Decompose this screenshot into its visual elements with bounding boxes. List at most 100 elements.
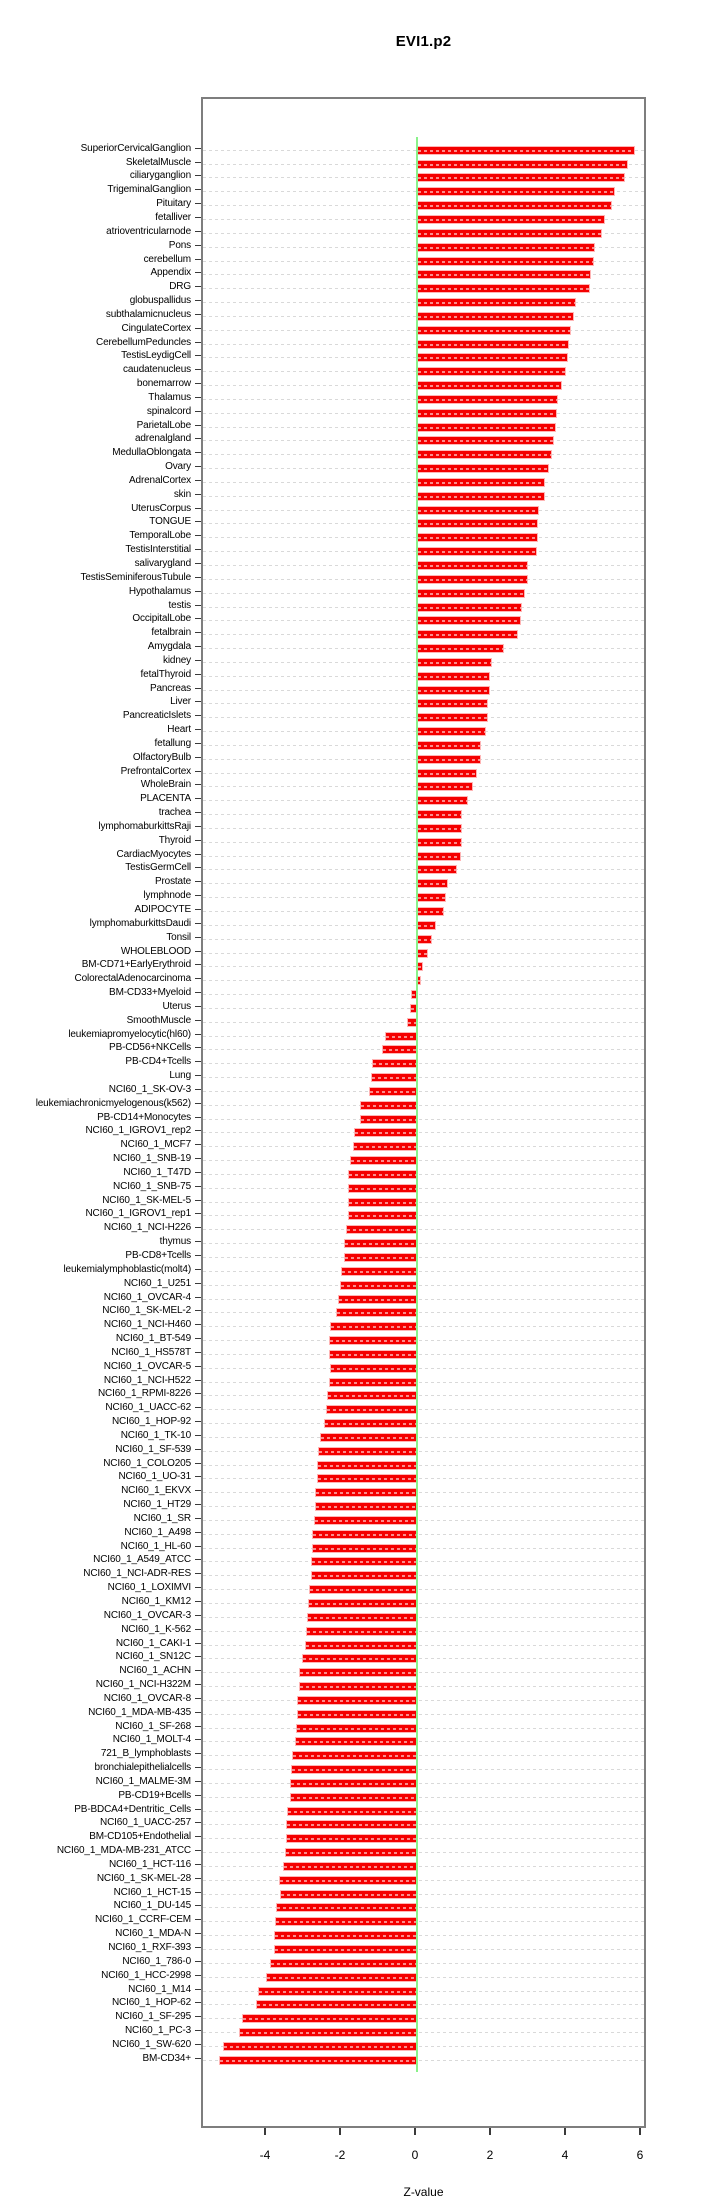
- y-axis-tick: [195, 964, 201, 966]
- gridline: [203, 1630, 644, 1632]
- category-label: Tonsil: [166, 931, 191, 943]
- x-axis-title: Z-value: [403, 2185, 444, 2199]
- y-axis-tick: [195, 618, 201, 620]
- gridline: [203, 1160, 644, 1162]
- category-label: NCI60_1_NCI-H226: [103, 1222, 191, 1234]
- x-axis-tick: [489, 2128, 491, 2135]
- chart-title: EVI1.p2: [395, 33, 452, 50]
- category-label: NCI60_1_TK-10: [120, 1429, 191, 1441]
- y-axis-tick: [195, 1490, 201, 1492]
- gridline: [203, 1284, 644, 1286]
- bar: [284, 1848, 417, 1858]
- y-axis-tick: [195, 1933, 201, 1935]
- category-label: OccipitalLobe: [132, 613, 191, 625]
- bar: [328, 1349, 417, 1359]
- gridline: [203, 1215, 644, 1217]
- bar: [312, 1529, 417, 1539]
- gridline: [203, 1146, 644, 1148]
- bar: [326, 1405, 417, 1415]
- y-axis-tick: [195, 189, 201, 191]
- y-axis-tick: [195, 1171, 201, 1173]
- y-axis-tick: [195, 881, 201, 883]
- category-label: NCI60_1_EKVX: [121, 1485, 191, 1497]
- bar: [309, 1585, 417, 1595]
- category-label: salivarygland: [134, 558, 192, 569]
- bar: [347, 1197, 417, 1207]
- category-label: DRG: [169, 281, 191, 293]
- category-label: NCI60_1_PC-3: [124, 2025, 191, 2037]
- category-label: Pons: [168, 239, 191, 251]
- category-label: Pituitary: [156, 198, 191, 210]
- category-label: NCI60_1_MOLT-4: [112, 1734, 191, 1746]
- bar: [310, 1557, 417, 1567]
- y-axis-tick: [195, 1684, 201, 1686]
- y-axis-tick: [195, 576, 201, 578]
- category-label: Liver: [170, 696, 191, 708]
- bar: [417, 201, 612, 211]
- y-axis-tick: [195, 1144, 201, 1146]
- bar: [265, 1972, 417, 1982]
- y-axis-tick: [195, 369, 201, 371]
- bar: [417, 519, 539, 529]
- bar: [417, 367, 567, 377]
- gridline: [203, 1257, 644, 1258]
- x-axis-tick-label: 6: [636, 2148, 644, 2162]
- gridline: [203, 1409, 644, 1411]
- category-label: kidney: [162, 654, 191, 666]
- bar: [417, 547, 537, 557]
- y-axis-tick: [195, 1656, 201, 1658]
- category-label: BM-CD71+EarlyErythroid: [81, 959, 191, 971]
- bar: [417, 879, 449, 889]
- bar: [307, 1599, 417, 1608]
- category-label: NCI60_1_MALME-3M: [95, 1775, 192, 1787]
- y-axis-tick: [195, 1531, 201, 1533]
- x-axis-tick: [339, 2128, 341, 2135]
- category-label: Thalamus: [148, 391, 191, 403]
- bar: [360, 1114, 417, 1124]
- category-label: lymphomaburkittsDaudi: [89, 917, 191, 929]
- bar: [329, 1336, 417, 1346]
- bar: [417, 616, 521, 626]
- bar: [274, 1917, 417, 1927]
- category-label: TestisGermCell: [125, 862, 191, 874]
- gridline: [203, 1658, 644, 1660]
- bar: [371, 1073, 417, 1083]
- y-axis-tick: [195, 175, 201, 177]
- y-axis-tick: [195, 479, 201, 481]
- bar: [276, 1903, 417, 1913]
- y-axis-tick: [195, 784, 201, 786]
- category-label: NCI60_1_SK-OV-3: [108, 1083, 191, 1095]
- x-axis-tick: [639, 2128, 641, 2135]
- category-label: Prostate: [154, 876, 191, 888]
- y-axis-tick: [195, 286, 201, 288]
- y-axis-tick: [195, 1268, 201, 1270]
- y-axis-tick: [195, 1434, 201, 1436]
- category-label: Pancreas: [149, 682, 191, 694]
- y-axis-tick: [195, 1739, 201, 1741]
- category-label: NCI60_1_SR: [133, 1512, 192, 1524]
- category-label: NCI60_1_K-562: [121, 1623, 191, 1635]
- category-label: NCI60_1_SF-539: [115, 1443, 191, 1455]
- bar: [417, 699, 488, 709]
- category-label: lymphnode: [143, 890, 191, 902]
- gridline: [203, 994, 644, 996]
- y-axis-tick: [195, 230, 201, 232]
- category-label: NCI60_1_NCI-H460: [103, 1319, 191, 1331]
- category-label: fetalThyroid: [140, 668, 192, 680]
- y-axis-tick: [195, 687, 201, 689]
- category-label: PB-CD4+Tcells: [125, 1056, 191, 1068]
- y-axis-tick: [195, 161, 201, 163]
- y-axis-tick: [195, 424, 201, 426]
- gridline: [203, 1935, 644, 1937]
- bar: [315, 1488, 417, 1498]
- x-axis-tick-label: -4: [259, 2148, 271, 2162]
- bar: [348, 1183, 417, 1193]
- bar: [417, 450, 552, 460]
- y-axis-tick: [195, 936, 201, 938]
- bar: [417, 505, 540, 515]
- y-axis-tick: [195, 147, 201, 149]
- gridline: [203, 1506, 644, 1508]
- category-label: TONGUE: [149, 516, 191, 528]
- category-label: NCI60_1_IGROV1_rep2: [85, 1125, 191, 1137]
